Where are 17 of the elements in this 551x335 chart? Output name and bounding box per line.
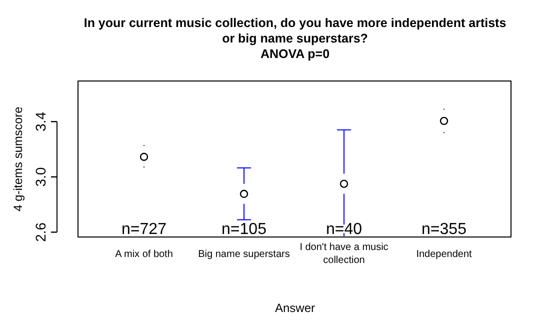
annotation: n=105 [222,221,267,238]
point [440,116,448,126]
x-tick-label: A mix of both [115,249,173,260]
annotation: n=727 [122,221,167,238]
x-tick-label: I don't have a music collection [300,242,388,266]
annotation: n=355 [422,221,467,238]
y-tick-label: 2.6 [32,222,48,242]
point [240,190,248,198]
point [140,152,148,161]
y-tick-label: 3.0 [32,166,48,187]
x-tick-label: Big name superstars [198,249,290,260]
y-tick-label: 3.4 [32,112,48,132]
x-axis-title: Answer [274,301,316,315]
y-axis-title: 4 g-items sumscore [11,106,25,212]
point [340,180,348,188]
chart-title: In your current music collection, do you have more independent artists or big name superstars? ANOVA p=0 [84,16,506,61]
x-tick-label: Independent [416,249,472,260]
